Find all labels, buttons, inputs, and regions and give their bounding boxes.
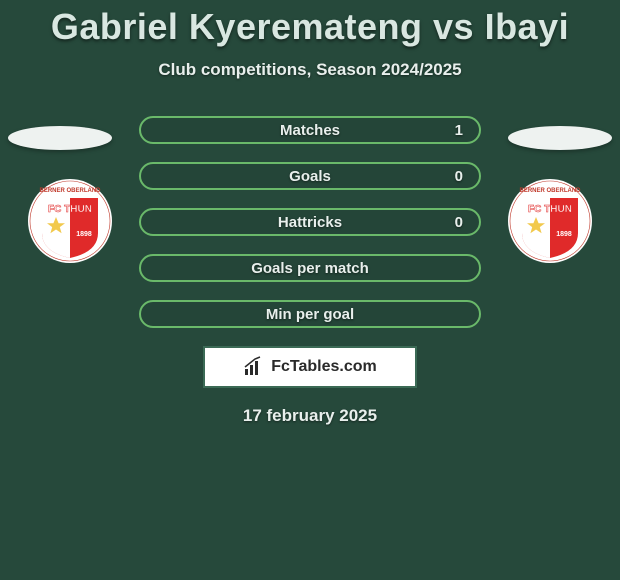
stat-row: Matches 1 <box>0 116 620 144</box>
stat-pill-min-per-goal: Min per goal <box>139 300 481 328</box>
stat-pill-goals: Goals 0 <box>139 162 481 190</box>
stat-label: Min per goal <box>266 306 354 323</box>
brand-text: FcTables.com <box>271 358 377 376</box>
comparison-title: Gabriel Kyeremateng vs Ibayi <box>0 0 620 48</box>
stat-label: Matches <box>280 122 340 139</box>
stat-row: Goals 0 <box>0 162 620 190</box>
stat-pill-matches: Matches 1 <box>139 116 481 144</box>
stat-label: Goals per match <box>251 260 369 277</box>
brand-watermark: FcTables.com <box>203 346 417 388</box>
snapshot-date: 17 february 2025 <box>0 406 620 426</box>
bar-chart-icon <box>243 356 265 378</box>
stats-container: Matches 1 Goals 0 Hattricks 0 Goals per … <box>0 116 620 328</box>
stat-pill-hattricks: Hattricks 0 <box>139 208 481 236</box>
stat-value-right: 0 <box>455 168 463 185</box>
stat-value-right: 0 <box>455 214 463 231</box>
stat-row: Min per goal <box>0 300 620 328</box>
stat-row: Goals per match <box>0 254 620 282</box>
stat-label: Hattricks <box>278 214 342 231</box>
stat-value-right: 1 <box>455 122 463 139</box>
stat-row: Hattricks 0 <box>0 208 620 236</box>
comparison-subtitle: Club competitions, Season 2024/2025 <box>0 60 620 80</box>
stat-label: Goals <box>289 168 331 185</box>
stat-pill-goals-per-match: Goals per match <box>139 254 481 282</box>
